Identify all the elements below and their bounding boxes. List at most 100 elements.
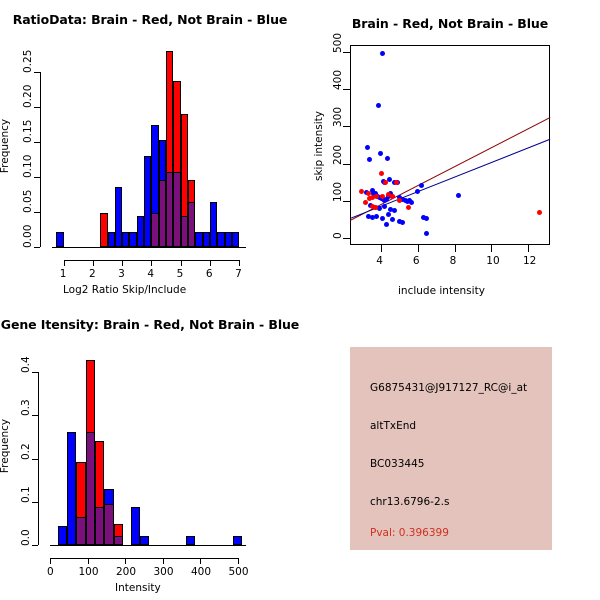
scatter-point: [391, 208, 397, 214]
y-tick: [32, 415, 38, 417]
scatter-point: [363, 200, 369, 206]
x-axis-line: [63, 260, 240, 261]
x-tick-label: 0: [47, 566, 54, 578]
scatter-point: [378, 171, 384, 177]
scatter-point: [384, 221, 390, 227]
scatter-point: [387, 206, 393, 212]
histogram-bar-overlap: [104, 503, 114, 545]
histogram-bar: [217, 231, 225, 247]
annotation-panel: G6875431@J917127_RC@i_at altTxEnd BC0334…: [300, 300, 600, 600]
gene-intensity-panel: Gene Itensity: Brain - Red, Not Brain - …: [0, 317, 300, 594]
x-tick-label: 300: [153, 566, 174, 578]
ratio-histogram-panel: RatioData: Brain - Red, Not Brain - Blue…: [0, 0, 300, 300]
scatter-panel: Brain - Red, Not Brain - Blue 0 100 200 300…: [300, 0, 600, 300]
y-axis-title: skip intensity: [313, 111, 325, 181]
x-axis-line: [50, 558, 238, 559]
scatter-frame: [350, 45, 550, 245]
x-tick: [239, 260, 241, 266]
scatter-point: [385, 155, 391, 161]
scatter-point: [370, 203, 376, 209]
x-tick-label: 10: [486, 255, 500, 267]
scatter-point: [394, 180, 400, 186]
scatter-point: [384, 196, 390, 202]
histogram-bar-overlap: [85, 431, 95, 545]
histogram-bar: [129, 231, 137, 247]
accession-label: BC033445: [370, 458, 425, 470]
x-tick: [209, 260, 211, 266]
x-tick: [63, 260, 65, 266]
scatter-point: [408, 199, 414, 205]
scatter-point: [366, 156, 372, 162]
scatter-point: [379, 193, 385, 199]
scatter-point: [369, 214, 375, 220]
y-tick: [343, 89, 350, 91]
histogram-bar: [114, 186, 123, 247]
scatter-point: [399, 219, 405, 225]
scatter-point: [386, 212, 392, 218]
scatter-point: [367, 202, 373, 208]
scatter-point: [377, 150, 383, 156]
scatter-point: [365, 191, 371, 197]
histogram-bar: [56, 231, 64, 247]
scatter-point: [415, 188, 421, 194]
histogram-bar: [122, 231, 130, 247]
y-axis-title: Frequency: [0, 418, 12, 474]
histogram-bar-overlap: [76, 516, 86, 545]
x-tick: [180, 260, 182, 266]
scatter-point: [379, 51, 385, 57]
pval-label: Pval: 0.396399: [370, 527, 449, 539]
x-tick: [87, 558, 89, 564]
histogram-bar: [136, 216, 145, 247]
x-tick-label: 6: [205, 268, 213, 280]
x-tick-label: 400: [191, 566, 212, 578]
locus-label: chr13.6796-2.s: [370, 496, 450, 508]
x-tick: [381, 245, 383, 252]
y-axis: [38, 372, 39, 545]
x-axis-title: Intensity: [115, 582, 161, 594]
scatter-point: [373, 205, 379, 211]
histogram-bar-overlap: [151, 212, 159, 247]
x-tick: [200, 558, 201, 564]
y-axis: [40, 72, 41, 247]
x-tick: [122, 260, 124, 266]
x-tick-label: 5: [176, 268, 184, 280]
y-tick: [343, 200, 350, 202]
x-tick-label: 200: [116, 566, 137, 578]
scatter-point: [366, 195, 372, 201]
x-tick-label: 7: [235, 268, 242, 280]
x-tick: [237, 558, 239, 564]
x-tick: [125, 558, 126, 564]
y-tick: [34, 212, 40, 214]
y-tick: [343, 237, 350, 239]
x-tick-label: 500: [228, 566, 249, 578]
scatter-point: [374, 194, 380, 200]
y-tick: [32, 501, 38, 503]
scatter-point: [382, 203, 388, 209]
x-tick: [491, 245, 493, 252]
annotation-box: G6875431@J917127_RC@i_at altTxEnd BC0334…: [350, 347, 552, 550]
y-tick: [34, 142, 40, 144]
histogram-bar: [144, 156, 152, 247]
scatter-point: [374, 214, 380, 220]
histogram-bar: [232, 535, 242, 545]
scatter-point: [375, 102, 381, 108]
x-tick-label: 4: [147, 268, 155, 280]
histogram-bar: [224, 231, 232, 247]
y-tick: [34, 177, 40, 179]
scatter-point: [419, 183, 425, 189]
scatter-point: [397, 198, 403, 204]
scatter-point: [423, 231, 429, 237]
scatter-point: [397, 218, 403, 224]
y-tick: [34, 247, 40, 248]
histogram-bar: [202, 231, 210, 247]
histogram-bar-overlap: [95, 507, 105, 545]
histogram-bar-overlap: [113, 535, 124, 545]
y-tick: [34, 72, 40, 74]
scatter-point: [406, 204, 412, 210]
histogram-bar: [209, 201, 218, 247]
probe-id-label: G6875431@J917127_RC@i_at: [370, 382, 528, 394]
histogram-bar: [66, 431, 77, 545]
scatter-point: [389, 193, 395, 199]
histogram-bar: [100, 212, 108, 247]
x-tick-label: 12: [522, 255, 537, 267]
